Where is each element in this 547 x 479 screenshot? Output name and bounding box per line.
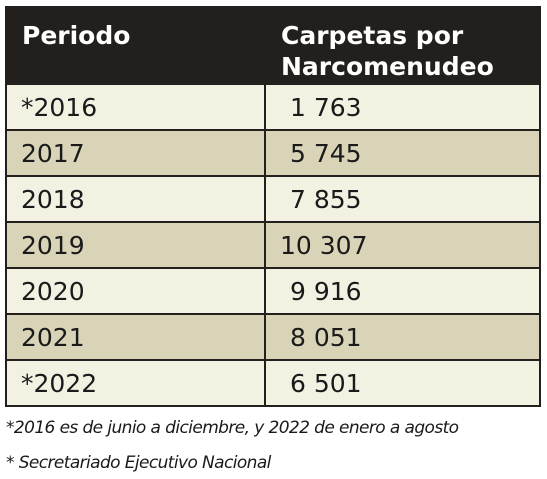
row-value: 6 501	[264, 359, 541, 407]
row-value: 8 051	[264, 313, 541, 361]
row-value: 7 855	[264, 175, 541, 223]
table-row: 2020 9 916	[5, 267, 541, 315]
row-value: 5 745	[264, 129, 541, 177]
row-period: 2021	[5, 313, 266, 361]
header-carpetas-line1: Carpetas por	[281, 21, 464, 50]
row-value: 9 916	[264, 267, 541, 315]
row-period: 2017	[5, 129, 266, 177]
row-period: 2019	[5, 221, 266, 269]
table-row: 2017 5 745	[5, 129, 541, 177]
row-value: 10 307	[264, 221, 541, 269]
row-period: *2016	[5, 83, 266, 131]
table-row: 2021 8 051	[5, 313, 541, 361]
period-footnote: *2016 es de junio a diciembre, y 2022 de…	[6, 418, 459, 438]
table-row: *2016 1 763	[5, 83, 541, 131]
source-footnote: * Secretariado Ejecutivo Nacional	[6, 453, 271, 473]
table-row: 2019 10 307	[5, 221, 541, 269]
row-period: *2022	[5, 359, 266, 407]
header-carpetas-line2: Narcomenudeo	[281, 52, 494, 81]
row-period: 2018	[5, 175, 266, 223]
row-period: 2020	[5, 267, 266, 315]
header-carpetas: Carpetas por Narcomenudeo	[264, 6, 541, 85]
header-periodo-label: Periodo	[22, 21, 131, 50]
carpetas-table: Periodo Carpetas por Narcomenudeo *2016 1…	[5, 6, 541, 407]
table-row: 2018 7 855	[5, 175, 541, 223]
table-row: *2022 6 501	[5, 359, 541, 407]
header-periodo: Periodo	[5, 6, 266, 85]
table-header-row: Periodo Carpetas por Narcomenudeo	[5, 6, 541, 85]
row-value: 1 763	[264, 83, 541, 131]
